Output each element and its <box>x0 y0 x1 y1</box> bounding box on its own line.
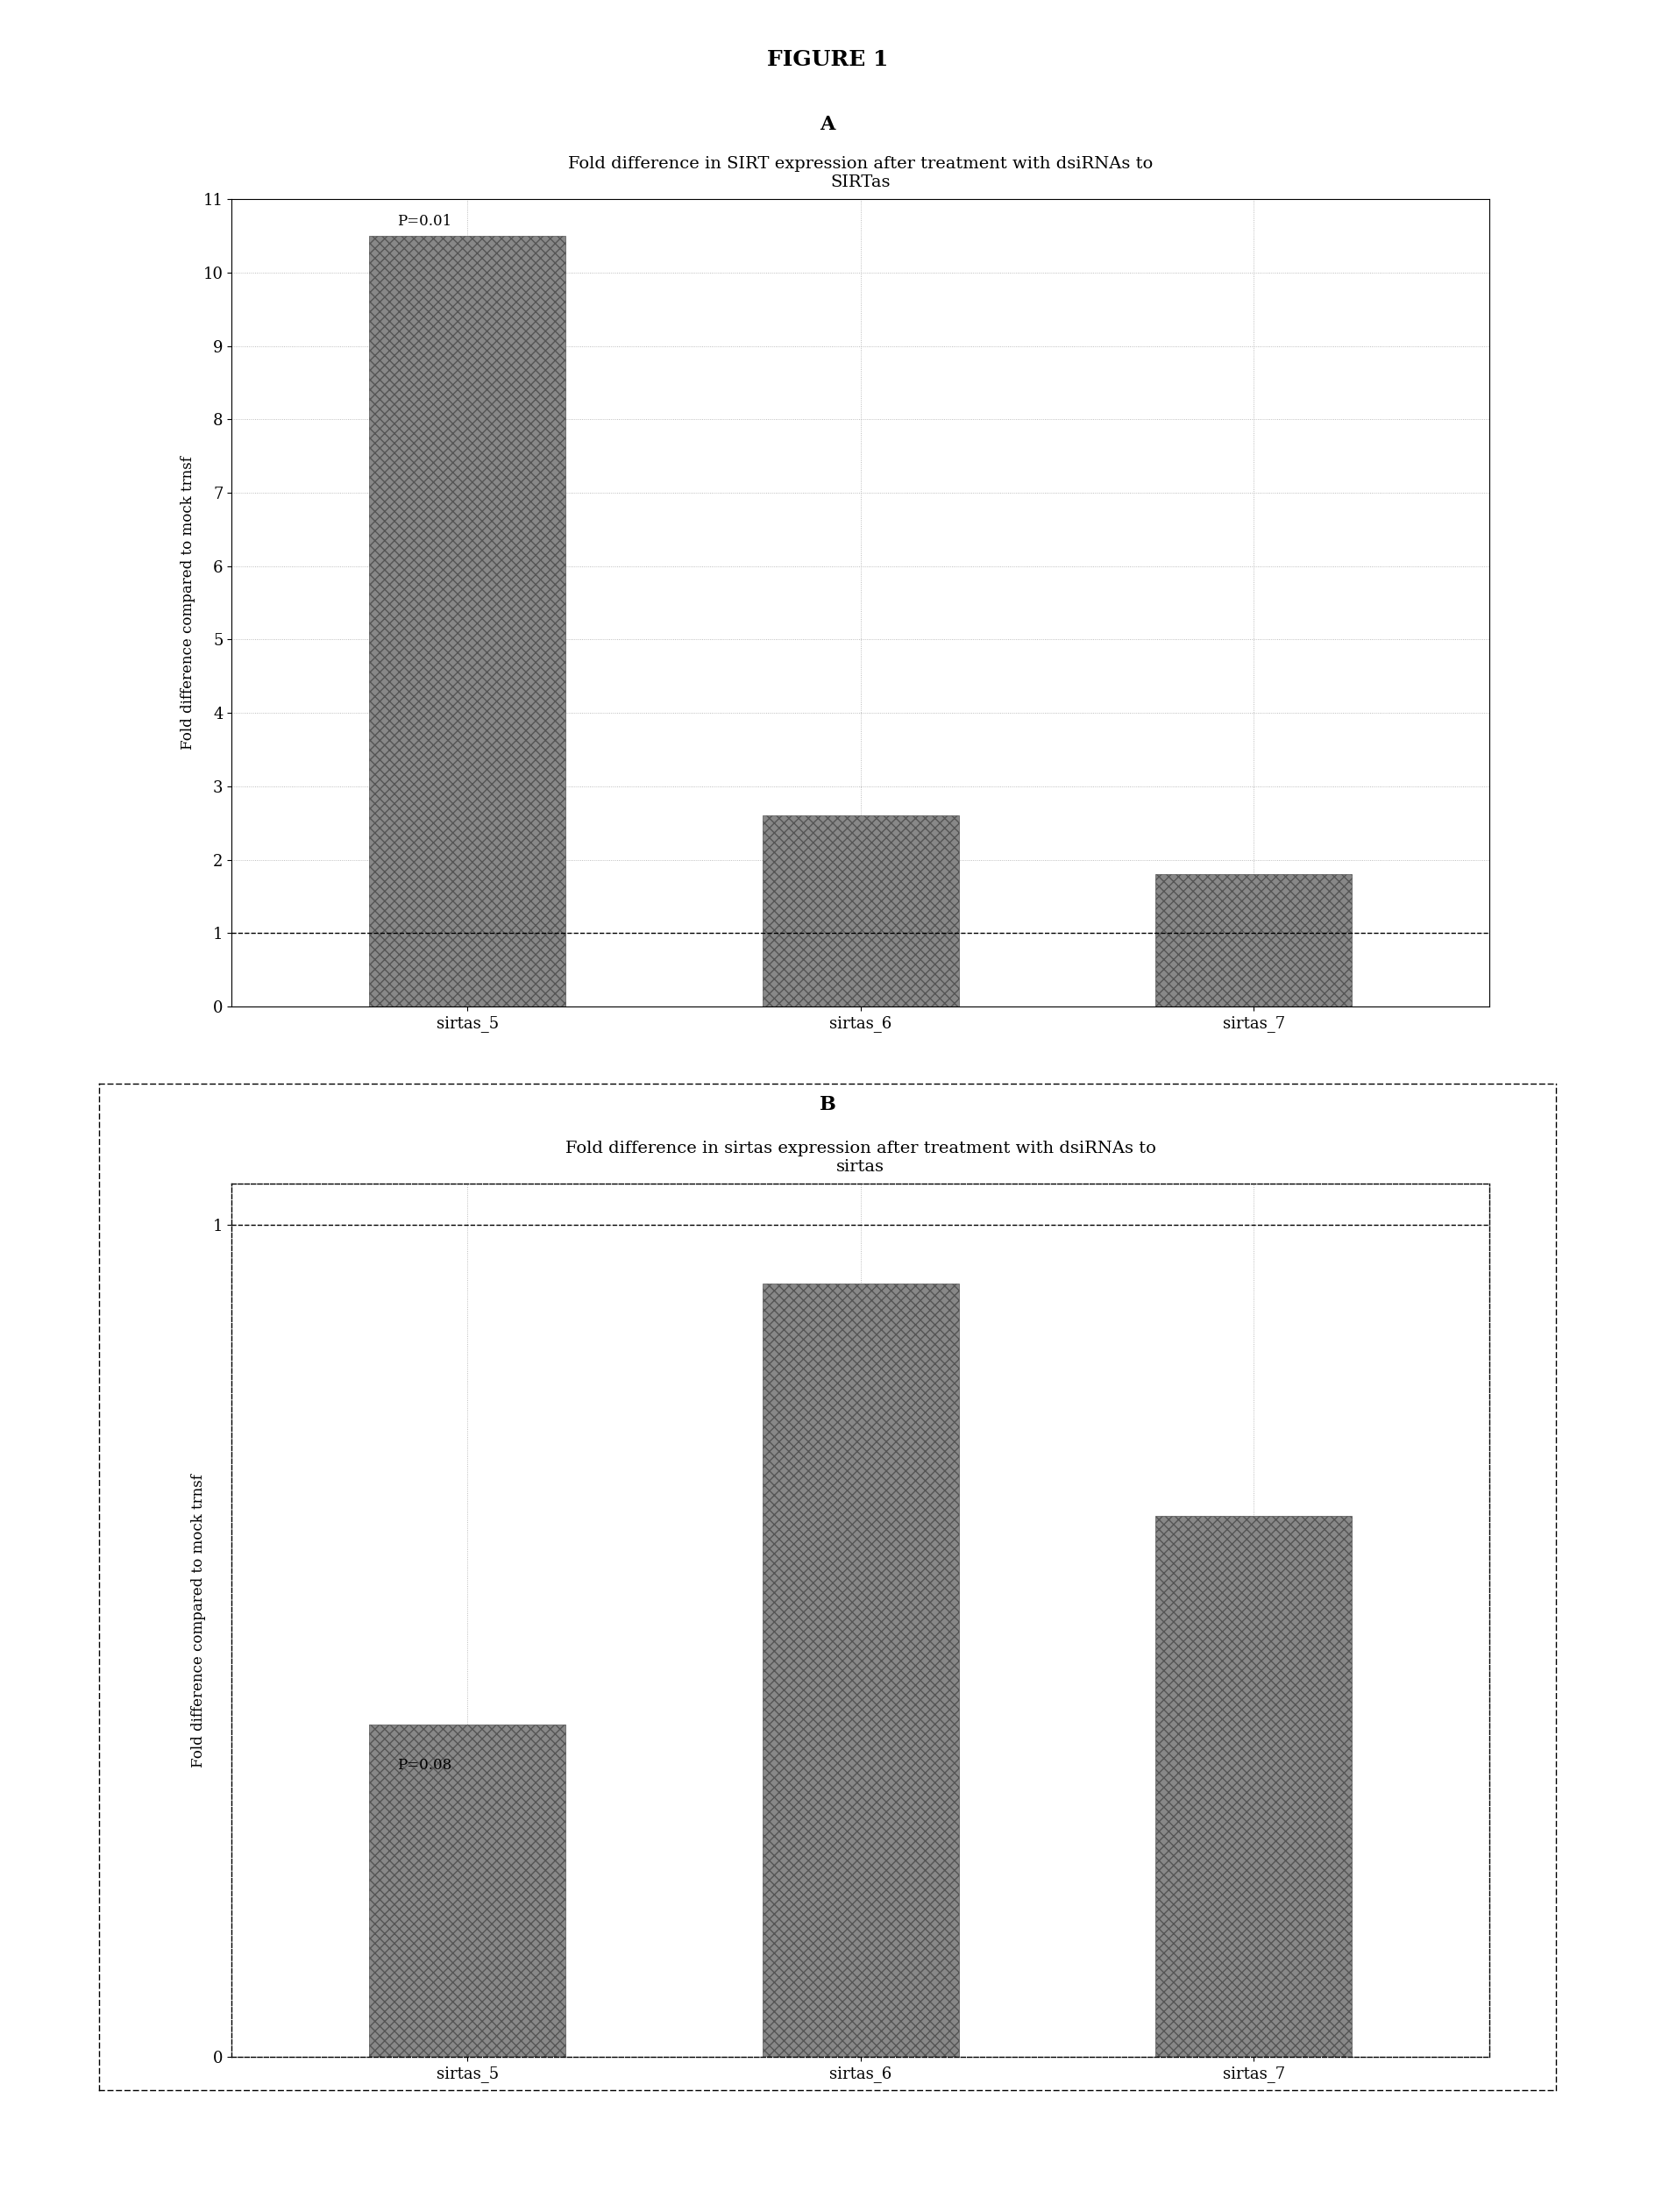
Bar <box>369 237 566 1006</box>
Text: P=0.01: P=0.01 <box>397 215 452 228</box>
Title: Fold difference in sirtas expression after treatment with dsiRNAs to
sirtas: Fold difference in sirtas expression aft… <box>566 1141 1155 1175</box>
Text: P=0.08: P=0.08 <box>397 1759 452 1772</box>
Bar <box>1155 1515 1352 2057</box>
Bar <box>369 1725 566 2057</box>
Bar <box>1155 874 1352 1006</box>
Text: B: B <box>819 1095 836 1115</box>
Y-axis label: Fold difference compared to mock trnsf: Fold difference compared to mock trnsf <box>180 456 195 750</box>
Text: A: A <box>819 115 836 135</box>
Bar <box>763 1283 958 2057</box>
Title: Fold difference in SIRT expression after treatment with dsiRNAs to
SIRTas: Fold difference in SIRT expression after… <box>568 157 1154 190</box>
Text: FIGURE 1: FIGURE 1 <box>766 49 889 71</box>
Y-axis label: Fold difference compared to mock trnsf: Fold difference compared to mock trnsf <box>190 1473 205 1767</box>
Bar <box>763 816 958 1006</box>
